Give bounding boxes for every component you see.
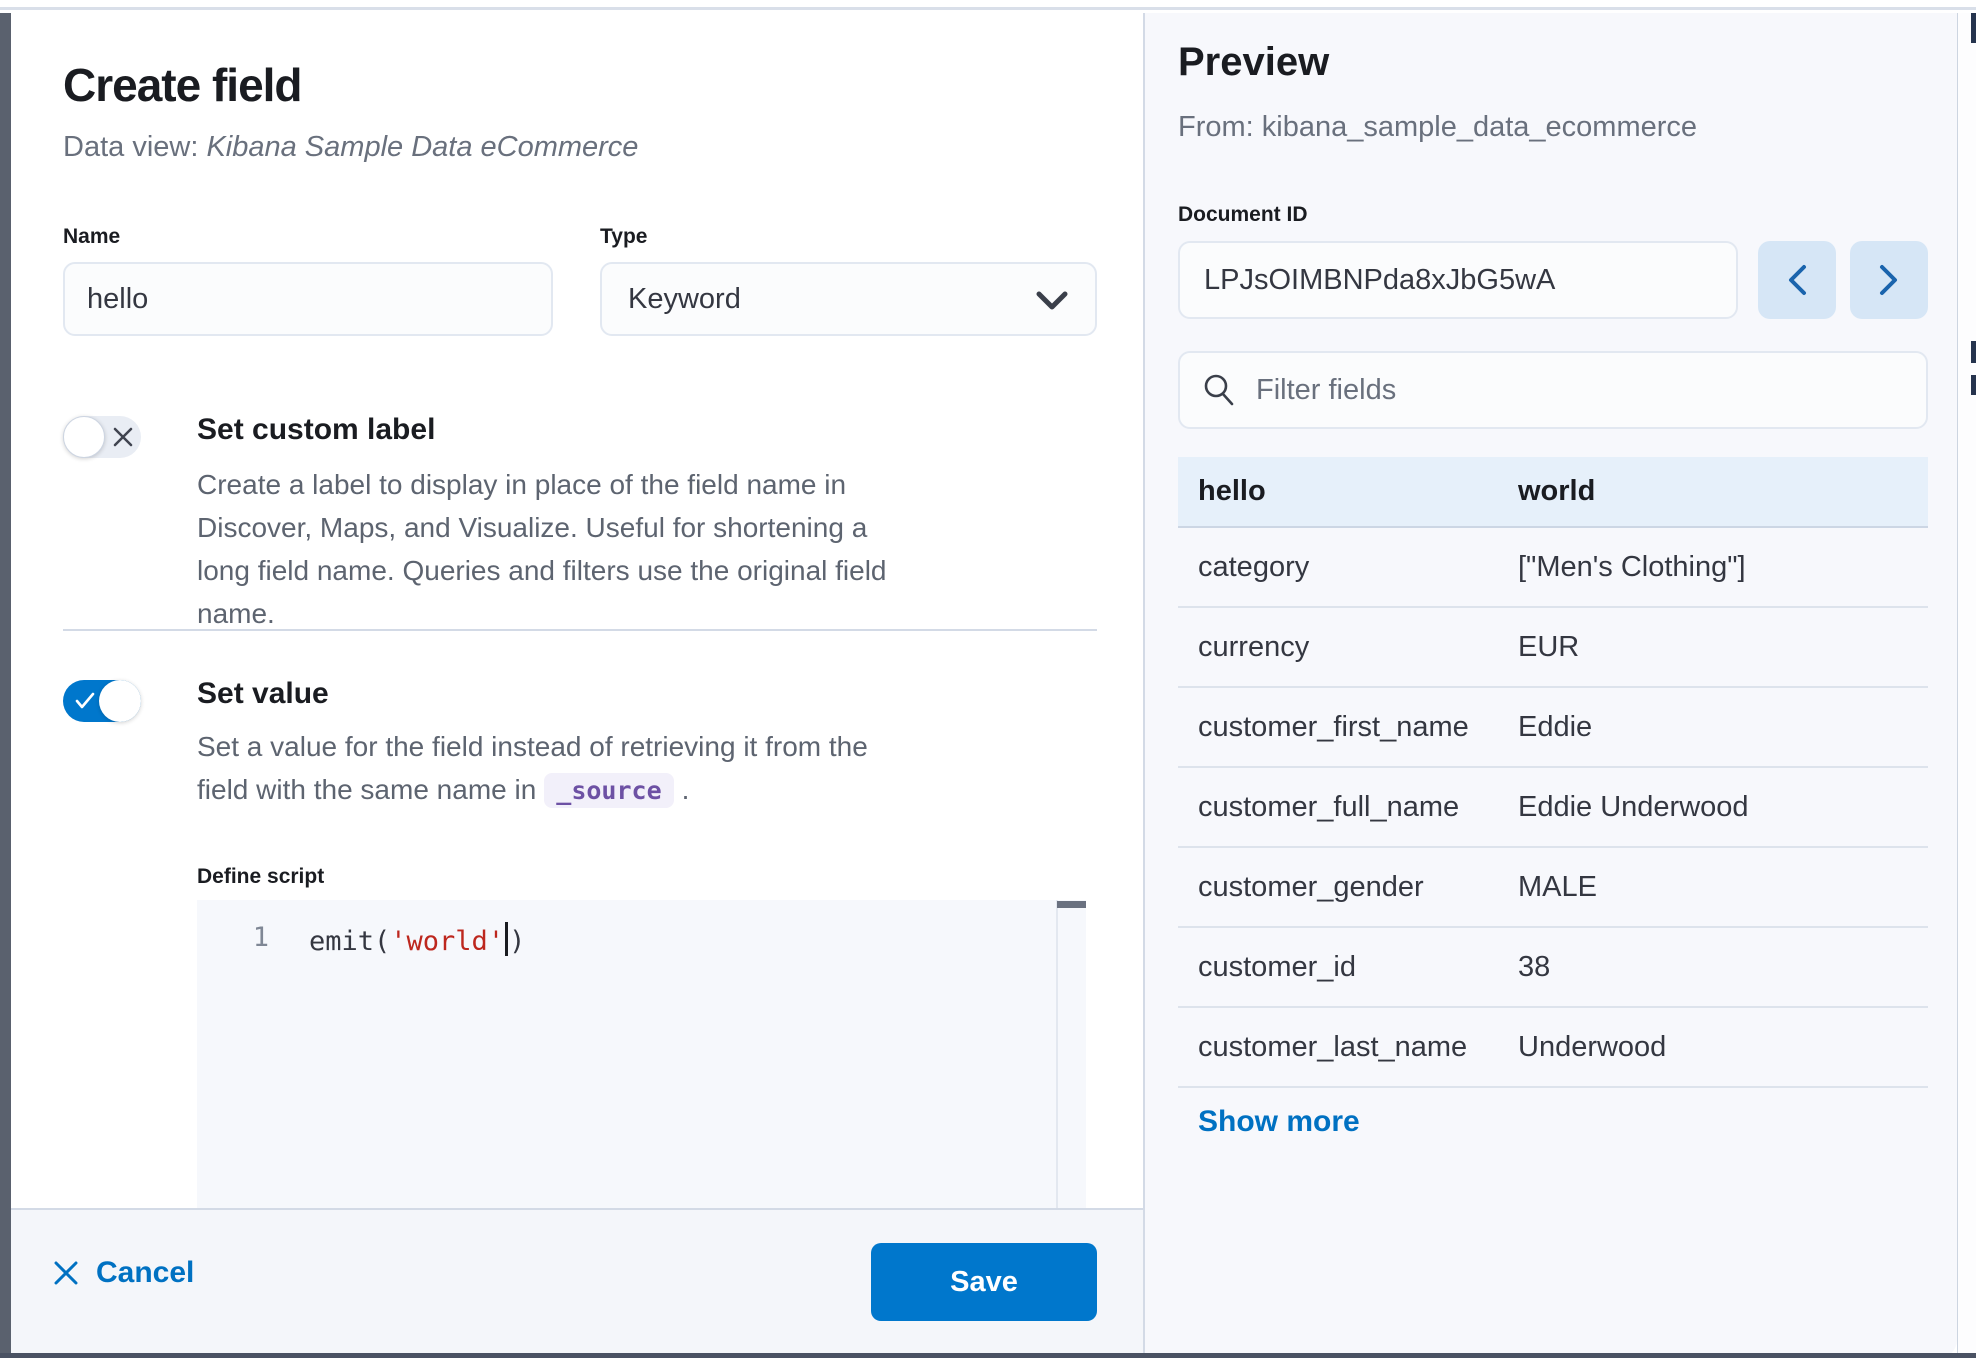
filter-fields-input[interactable] (1256, 373, 1856, 407)
cancel-label: Cancel (96, 1256, 195, 1289)
field-name-cell: hello (1198, 475, 1266, 507)
name-input[interactable]: hello (63, 262, 553, 336)
toggle-thumb (99, 680, 141, 722)
previous-document-button[interactable] (1758, 241, 1836, 319)
field-name-cell: customer_id (1198, 950, 1356, 983)
script-code-editor[interactable]: 1 emit('world') (197, 900, 1086, 1208)
field-name-cell: customer_gender (1198, 870, 1424, 903)
page-behind-fragment (1971, 13, 1976, 43)
type-select-value: Keyword (628, 282, 741, 315)
custom-label-toggle[interactable] (63, 416, 141, 458)
source-code-chip: _source (544, 773, 674, 808)
code-close-paren: ) (509, 926, 526, 957)
code-function: emit( (309, 926, 391, 957)
document-id-label: Document ID (1178, 203, 1308, 226)
page-behind-fragment (1971, 375, 1976, 395)
define-script-label: Define script (197, 865, 325, 888)
field-name-cell: customer_last_name (1198, 1030, 1468, 1063)
data-view-label: Data view: (63, 131, 207, 163)
preview-title: Preview (1178, 40, 1330, 84)
flyout-main-section: Create field Data view: Kibana Sample Da… (11, 13, 1143, 1208)
search-icon (1202, 373, 1236, 407)
save-button[interactable]: Save (871, 1243, 1097, 1321)
type-select[interactable]: Keyword (600, 262, 1097, 336)
page-behind-bottom-edge (0, 1353, 1976, 1358)
chevron-down-icon (1035, 288, 1069, 312)
table-row[interactable]: category ["Men's Clothing"] (1178, 528, 1928, 608)
field-value-cell: world (1518, 475, 1596, 507)
set-value-heading: Set value (197, 677, 329, 710)
data-view-subtitle: Data view: Kibana Sample Data eCommerce (63, 131, 638, 164)
table-row[interactable]: customer_first_name Eddie (1178, 688, 1928, 768)
page-behind-top-edge (0, 0, 1976, 10)
set-value-description: Set a value for the field instead of ret… (197, 725, 912, 812)
field-preview-panel: Preview From: kibana_sample_data_ecommer… (1143, 13, 1957, 1358)
page-behind-fragment (1971, 341, 1976, 363)
code-string: 'world' (390, 926, 505, 957)
preview-from-index: From: kibana_sample_data_ecommerce (1178, 111, 1698, 143)
field-value-cell: MALE (1518, 870, 1597, 903)
chevron-right-icon (1876, 263, 1902, 297)
table-row[interactable]: customer_id 38 (1178, 928, 1928, 1008)
filter-fields-box (1178, 351, 1928, 429)
editor-line-number: 1 (252, 922, 269, 953)
field-value-cell: 38 (1518, 950, 1551, 983)
document-id-value: LPJsOIMBNPda8xJbG5wA (1204, 263, 1556, 296)
field-value-cell: Eddie (1518, 710, 1593, 743)
close-icon (52, 1259, 80, 1287)
document-id-input[interactable]: LPJsOIMBNPda8xJbG5wA (1178, 241, 1738, 319)
data-view-name: Kibana Sample Data eCommerce (206, 131, 639, 163)
cross-icon (112, 426, 134, 448)
chevron-left-icon (1784, 263, 1810, 297)
set-value-desc-text: Set a value for the field instead of ret… (197, 731, 868, 805)
table-row[interactable]: customer_gender MALE (1178, 848, 1928, 928)
page-behind-left-edge (0, 13, 11, 1358)
page-title: Create field (63, 59, 303, 111)
set-value-desc-period: . (681, 774, 690, 805)
field-name-cell: category (1198, 550, 1310, 583)
table-row[interactable]: customer_last_name Underwood (1178, 1008, 1928, 1088)
field-value-cell: Eddie Underwood (1518, 790, 1749, 823)
field-name-cell: customer_full_name (1198, 790, 1460, 823)
set-value-toggle[interactable] (63, 680, 141, 722)
editor-scrollbar-rail (1056, 900, 1058, 1208)
name-input-value: hello (87, 282, 149, 315)
show-more-link[interactable]: Show more (1198, 1105, 1360, 1138)
editor-scrollbar-thumb[interactable] (1057, 901, 1086, 908)
type-field-label: Type (600, 225, 648, 248)
table-row-highlighted[interactable]: hello world (1178, 457, 1928, 528)
field-name-cell: currency (1198, 630, 1310, 663)
field-value-cell: ["Men's Clothing"] (1518, 550, 1746, 583)
editor-code-line: emit('world') (309, 922, 525, 957)
field-name-cell: customer_first_name (1198, 710, 1469, 743)
toggle-thumb (63, 416, 105, 458)
check-icon (75, 692, 95, 710)
flyout-footer: Cancel Save (11, 1208, 1143, 1353)
table-row[interactable]: customer_full_name Eddie Underwood (1178, 768, 1928, 848)
text-cursor (505, 922, 509, 956)
section-divider (63, 629, 1097, 631)
field-value-cell: Underwood (1518, 1030, 1667, 1063)
cancel-button[interactable]: Cancel (52, 1256, 194, 1290)
table-row[interactable]: currency EUR (1178, 608, 1928, 688)
field-value-cell: EUR (1518, 630, 1580, 663)
preview-table: hello world category ["Men's Clothing"] … (1178, 457, 1928, 1088)
custom-label-heading: Set custom label (197, 413, 436, 446)
page-behind-right-edge (1957, 13, 1976, 1358)
custom-label-description: Create a label to display in place of th… (197, 469, 887, 629)
name-field-label: Name (63, 225, 121, 248)
next-document-button[interactable] (1850, 241, 1928, 319)
